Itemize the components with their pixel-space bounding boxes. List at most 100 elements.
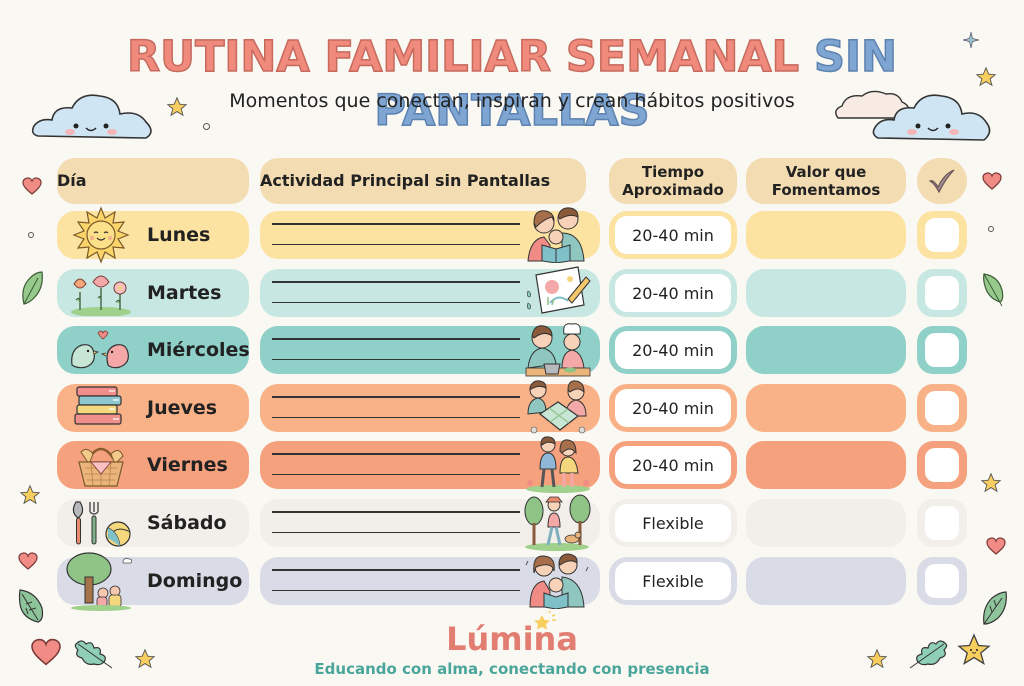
writing-lines <box>272 396 520 437</box>
family-storytime-icon <box>522 551 592 610</box>
value-input[interactable] <box>746 211 906 259</box>
column-header-day-label: Día <box>57 171 87 190</box>
day-cell: Viernes <box>57 441 249 489</box>
drawing-icon <box>522 263 592 321</box>
heart-icon <box>986 537 1006 555</box>
activity-input[interactable] <box>260 266 600 317</box>
column-header-value-line1: Valor que <box>785 163 867 181</box>
check-cell <box>917 211 967 259</box>
books-icon <box>65 384 137 432</box>
column-header-activity-label: Actividad Principal sin Pantallas <box>260 171 551 190</box>
time-cell: 20-40 min <box>609 384 737 432</box>
time-value: Flexible <box>615 562 731 600</box>
writing-lines <box>272 338 520 379</box>
day-label: Domingo <box>147 570 243 592</box>
title-part-1: RUTINA FAMILIAR SEMANAL <box>126 31 799 83</box>
time-value: 20-40 min <box>615 274 731 312</box>
sparkle-icon <box>963 32 979 48</box>
page-subtitle: Momentos que conectan, inspiran y crean … <box>229 90 795 112</box>
smiling-star-icon <box>955 632 993 668</box>
leaf-icon <box>980 590 1008 626</box>
check-cell <box>917 384 967 432</box>
checkbox[interactable] <box>925 564 959 598</box>
activity-input[interactable] <box>260 380 600 434</box>
column-header-value-line2: Fomentamos <box>771 181 881 199</box>
time-cell: Flexible <box>609 499 737 547</box>
column-header-time-line1: Tiempo <box>641 163 705 181</box>
time-value: 20-40 min <box>615 446 731 484</box>
title-part-2: SIN PANTALLAS <box>374 31 898 137</box>
time-cell: 20-40 min <box>609 326 737 374</box>
column-header-value: Valor que Fomentamos <box>746 158 906 204</box>
writing-lines <box>272 223 520 264</box>
heart-icon <box>982 172 1002 190</box>
column-header-day: Día <box>57 158 249 204</box>
checkbox[interactable] <box>925 276 959 310</box>
check-cell <box>917 557 967 605</box>
day-label: Viernes <box>147 454 228 476</box>
value-input[interactable] <box>746 499 906 547</box>
day-label: Lunes <box>147 224 211 246</box>
activity-input[interactable] <box>260 436 600 493</box>
checkbox[interactable] <box>925 218 959 252</box>
oak-leaf-icon <box>74 638 114 670</box>
day-label: Jueves <box>147 397 218 419</box>
day-cell: Sábado <box>57 499 249 547</box>
writing-lines <box>272 569 520 610</box>
tree-picnic-icon <box>65 552 137 611</box>
birds-icon <box>65 326 137 374</box>
star-icon <box>134 648 156 670</box>
day-cell: Martes <box>57 269 249 317</box>
cooking-icon <box>522 320 592 378</box>
leaf-icon <box>16 588 44 624</box>
value-input[interactable] <box>746 557 906 605</box>
day-cell: Miércoles <box>57 326 250 374</box>
time-value: 20-40 min <box>615 331 731 369</box>
star-icon <box>975 66 997 88</box>
walk-icon <box>522 435 592 493</box>
page-title: RUTINA FAMILIAR SEMANAL SIN PANTALLAS <box>0 30 1024 138</box>
check-cell <box>917 499 967 547</box>
value-input[interactable] <box>746 441 906 489</box>
day-cell: Jueves <box>57 384 249 432</box>
activity-input[interactable] <box>260 553 600 610</box>
star-icon <box>980 472 1002 494</box>
dot-icon <box>988 226 994 232</box>
value-input[interactable] <box>746 269 906 317</box>
time-value: 20-40 min <box>615 216 731 254</box>
star-icon <box>866 648 888 670</box>
check-cell <box>917 441 967 489</box>
star-icon <box>19 484 41 506</box>
column-header-activity: Actividad Principal sin Pantallas <box>260 158 586 204</box>
oak-leaf-icon <box>908 638 948 670</box>
heart-icon <box>18 552 38 570</box>
flowers-icon <box>65 269 137 317</box>
family-reading-icon <box>522 205 592 264</box>
value-input[interactable] <box>746 326 906 374</box>
star-icon <box>166 96 188 118</box>
cloud-right-icon <box>868 88 994 144</box>
checkbox[interactable] <box>925 506 959 540</box>
time-cell: 20-40 min <box>609 441 737 489</box>
garden-tools-ball-icon <box>65 499 137 547</box>
leaf-icon <box>20 270 44 306</box>
value-input[interactable] <box>746 384 906 432</box>
column-header-time: Tiempo Aproximado <box>609 158 737 204</box>
dot-icon <box>28 232 34 238</box>
activity-input[interactable] <box>260 207 600 264</box>
day-label: Miércoles <box>147 339 250 361</box>
activity-input[interactable] <box>260 494 600 551</box>
checkbox[interactable] <box>925 333 959 367</box>
day-cell: Lunes <box>57 206 249 264</box>
cloud-right-back-icon <box>832 88 912 122</box>
hiking-dog-icon <box>522 493 592 551</box>
activity-input[interactable] <box>260 323 600 377</box>
heart-icon <box>30 638 62 666</box>
cloud-left-icon <box>28 88 158 144</box>
checkmark-icon <box>928 169 955 194</box>
checkbox[interactable] <box>925 448 959 482</box>
day-label: Martes <box>147 282 222 304</box>
brand-tagline: Educando con alma, conectando con presen… <box>314 660 710 678</box>
checkbox[interactable] <box>925 391 959 425</box>
column-header-time-line2: Aproximado <box>622 181 724 199</box>
